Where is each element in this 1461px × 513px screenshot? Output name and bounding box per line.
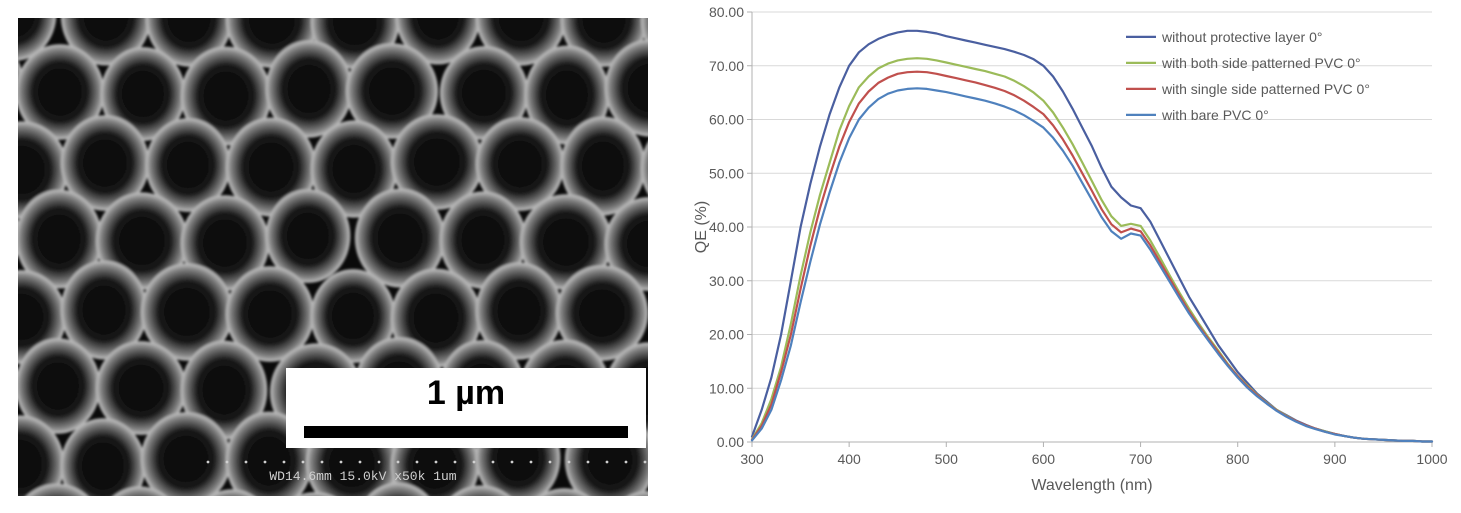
sem-scale-bar xyxy=(304,426,628,438)
y-tick-label: 70.00 xyxy=(709,58,744,74)
x-tick-label: 900 xyxy=(1323,451,1347,467)
x-tick-label: 700 xyxy=(1129,451,1153,467)
x-axis-title: Wavelength (nm) xyxy=(1031,477,1152,494)
sem-info-text: WD14.6mm 15.0kV x50k 1um xyxy=(269,469,456,484)
x-tick-label: 1000 xyxy=(1416,451,1447,467)
legend-label: with both side patterned PVC 0° xyxy=(1161,55,1361,71)
chart-svg: 0.00 10.00 20.00 30.00 40.00 50.00 60.00 70.00 8… xyxy=(690,0,1450,513)
y-tick-label: 10.00 xyxy=(709,380,744,396)
y-tick-label: 50.00 xyxy=(709,165,744,181)
x-tick-label: 500 xyxy=(935,451,959,467)
y-tick-label: 60.00 xyxy=(709,112,744,128)
legend-label: with bare PVC 0° xyxy=(1161,107,1269,123)
legend-label: with single side patterned PVC 0° xyxy=(1161,81,1370,97)
y-tick-label: 40.00 xyxy=(709,219,744,235)
x-tick-label: 300 xyxy=(740,451,764,467)
figure-root: 1 µm WD14.6mm 15.0kV x50k 1um 0.00 10.00 20… xyxy=(0,0,1461,513)
sem-scale-label: 1 µm xyxy=(427,374,505,412)
y-tick-label: 30.00 xyxy=(709,273,744,289)
y-tick-label: 80.00 xyxy=(709,4,744,20)
y-tick-label: 0.00 xyxy=(717,434,744,450)
qe-chart-panel: 0.00 10.00 20.00 30.00 40.00 50.00 60.00 70.00 8… xyxy=(690,0,1450,513)
x-tick-label: 400 xyxy=(837,451,861,467)
sem-micrograph-panel: 1 µm WD14.6mm 15.0kV x50k 1um xyxy=(18,18,648,496)
y-axis-title: QE (%) xyxy=(693,201,710,253)
legend-label: without protective layer 0° xyxy=(1161,29,1322,45)
sem-svg: 1 µm WD14.6mm 15.0kV x50k 1um xyxy=(18,18,648,496)
x-tick-label: 600 xyxy=(1032,451,1056,467)
x-tick-label: 800 xyxy=(1226,451,1250,467)
y-tick-label: 20.00 xyxy=(709,327,744,343)
